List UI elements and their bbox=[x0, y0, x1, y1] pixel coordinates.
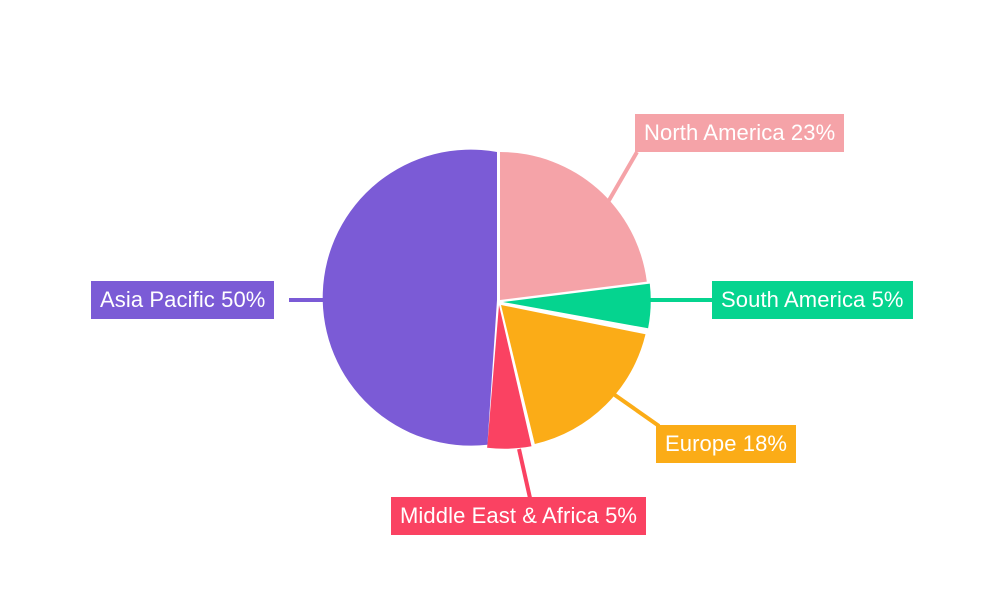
pie-label-middle-east-africa[interactable]: Middle East & Africa 5% bbox=[391, 497, 647, 535]
leader-line-middle-east-africa bbox=[517, 448, 532, 499]
pie-slice-asia-pacific[interactable] bbox=[322, 149, 497, 446]
pie-label-south-america-text: South America 5% bbox=[721, 287, 904, 312]
pie-label-north-america-text: North America 23% bbox=[644, 120, 836, 145]
pie-label-asia-pacific[interactable]: Asia Pacific 50% bbox=[91, 281, 275, 319]
pie-label-middle-east-africa-text: Middle East & Africa 5% bbox=[400, 503, 638, 528]
pie-slice-middle-east-africa[interactable] bbox=[487, 305, 532, 449]
pie-slice-north-america[interactable] bbox=[500, 152, 647, 300]
pie-label-south-america[interactable]: South America 5% bbox=[712, 281, 913, 319]
pie-label-north-america[interactable]: North America 23% bbox=[635, 114, 845, 152]
leader-line-europe bbox=[610, 391, 661, 428]
pie-slice-south-america[interactable] bbox=[503, 283, 651, 329]
pie-label-asia-pacific-text: Asia Pacific 50% bbox=[100, 287, 266, 312]
leader-line-north-america bbox=[602, 150, 639, 211]
pie-slice-europe[interactable] bbox=[501, 305, 646, 444]
pie-label-europe-text: Europe 18% bbox=[665, 431, 788, 456]
pie-label-europe[interactable]: Europe 18% bbox=[656, 425, 797, 463]
pie-slices bbox=[322, 149, 651, 449]
